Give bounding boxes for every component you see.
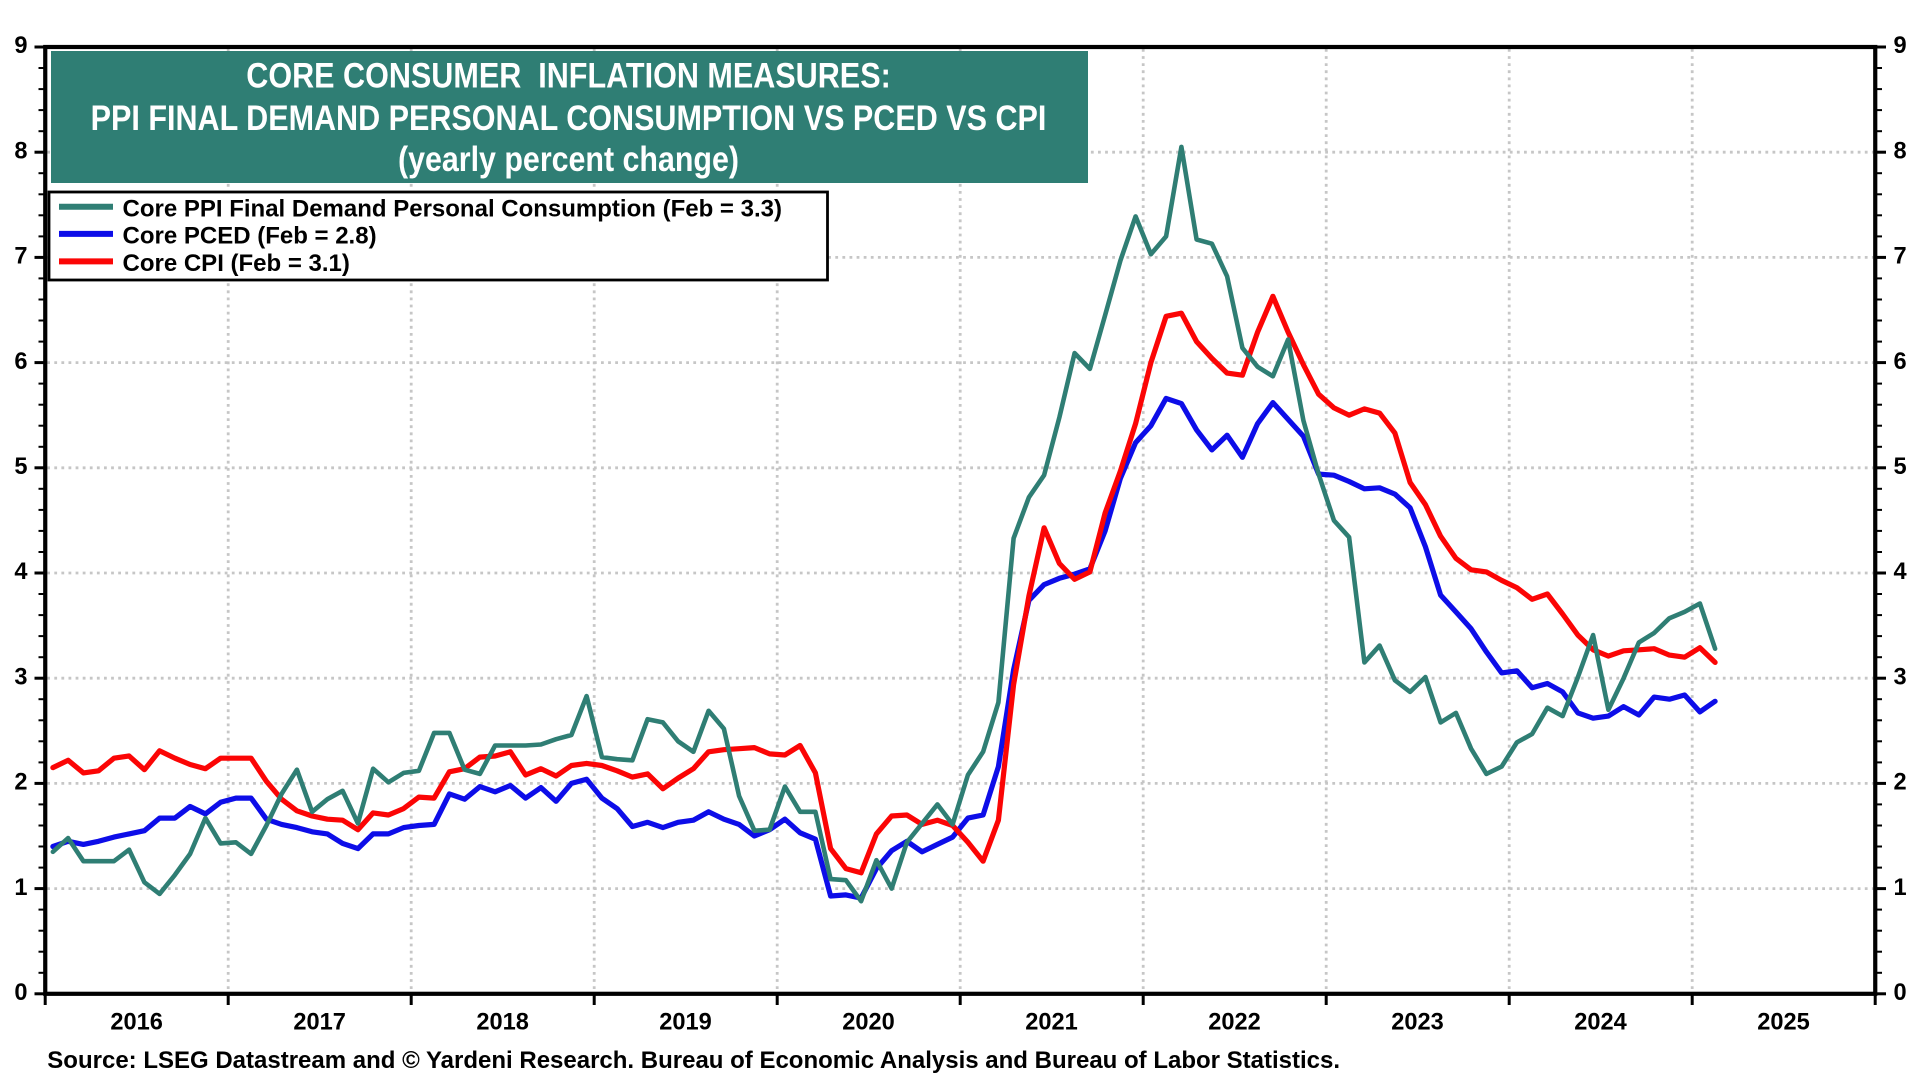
svg-text:6: 6	[1894, 349, 1907, 375]
svg-text:Core PPI Final Demand Personal: Core PPI Final Demand Personal Consumpti…	[123, 196, 782, 223]
svg-text:Source: LSEG Datastream and ©: Source: LSEG Datastream and © Yardeni Re…	[47, 1047, 1340, 1074]
svg-text:1: 1	[1894, 875, 1907, 901]
svg-text:2017: 2017	[293, 1010, 346, 1036]
svg-text:2021: 2021	[1025, 1010, 1078, 1036]
svg-text:2023: 2023	[1391, 1010, 1444, 1036]
svg-text:0: 0	[14, 980, 27, 1006]
svg-text:4: 4	[14, 559, 27, 585]
svg-text:4: 4	[1894, 559, 1907, 585]
svg-text:9: 9	[14, 33, 27, 59]
svg-text:7: 7	[1894, 244, 1907, 270]
svg-text:2: 2	[14, 770, 27, 796]
svg-text:Core CPI (Feb = 3.1): Core CPI (Feb = 3.1)	[123, 250, 350, 277]
svg-text:(yearly percent change): (yearly percent change)	[398, 140, 739, 179]
svg-text:0: 0	[1894, 980, 1907, 1006]
svg-text:2: 2	[1894, 770, 1907, 796]
svg-text:2024: 2024	[1574, 1010, 1627, 1036]
svg-text:3: 3	[1894, 664, 1907, 690]
svg-text:2025: 2025	[1757, 1010, 1810, 1036]
svg-text:3: 3	[14, 664, 27, 690]
svg-text:5: 5	[1894, 454, 1907, 480]
svg-text:2019: 2019	[659, 1010, 712, 1036]
svg-text:2022: 2022	[1208, 1010, 1261, 1036]
svg-text:5: 5	[14, 454, 27, 480]
svg-text:2018: 2018	[476, 1010, 529, 1036]
svg-text:8: 8	[1894, 138, 1907, 164]
svg-text:6: 6	[14, 349, 27, 375]
svg-text:8: 8	[14, 138, 27, 164]
svg-text:1: 1	[14, 875, 27, 901]
svg-text:Core PCED (Feb = 2.8): Core PCED (Feb = 2.8)	[123, 223, 377, 250]
svg-text:2020: 2020	[842, 1010, 895, 1036]
svg-text:9: 9	[1894, 33, 1907, 59]
svg-text:7: 7	[14, 244, 27, 270]
svg-text:CORE CONSUMER INFLATION MEASU: CORE CONSUMER INFLATION MEASURES:	[246, 56, 891, 95]
svg-text:2016: 2016	[110, 1010, 163, 1036]
svg-text:PPI FINAL DEMAND PERSONAL CONS: PPI FINAL DEMAND PERSONAL CONSUMPTION VS…	[91, 99, 1047, 138]
